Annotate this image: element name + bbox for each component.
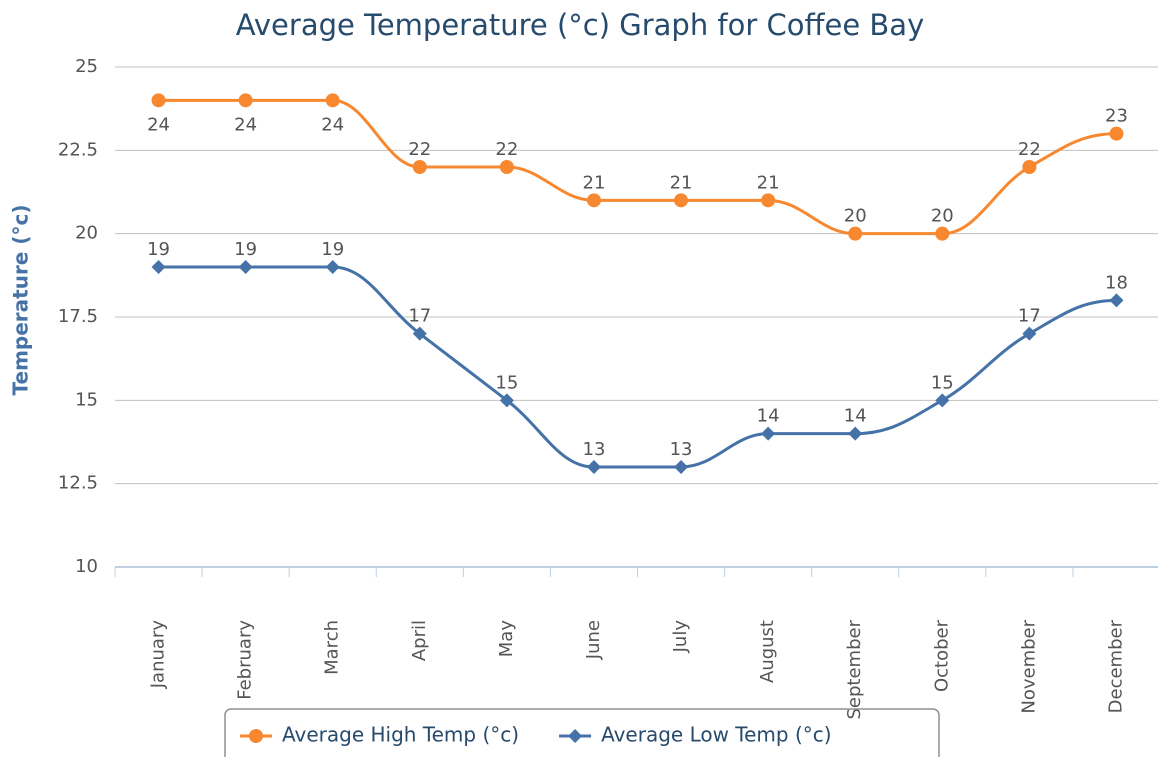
data-label: 20 bbox=[931, 206, 954, 227]
y-tick-label: 25 bbox=[75, 56, 98, 77]
data-label: 23 bbox=[1105, 106, 1128, 127]
marker bbox=[1109, 126, 1124, 141]
x-tick-label: February bbox=[235, 620, 256, 700]
y-tick-label: 12.5 bbox=[58, 473, 98, 494]
x-tick-label: November bbox=[1018, 619, 1039, 713]
marker bbox=[935, 226, 950, 241]
x-tick-label: April bbox=[409, 620, 430, 661]
x-tick-label: September bbox=[844, 619, 865, 719]
data-label: 22 bbox=[408, 139, 431, 160]
data-label: 20 bbox=[844, 206, 867, 227]
marker bbox=[151, 93, 166, 108]
x-tick-label: October bbox=[931, 619, 952, 692]
y-tick-label: 10 bbox=[75, 556, 98, 577]
data-label: 18 bbox=[1105, 272, 1128, 293]
marker bbox=[761, 193, 776, 208]
data-label: 22 bbox=[1018, 139, 1041, 160]
x-tick-label: August bbox=[757, 620, 778, 683]
legend-box bbox=[224, 708, 940, 757]
marker bbox=[249, 729, 263, 743]
legend-label: Average Low Temp (°c) bbox=[601, 723, 832, 747]
data-label: 13 bbox=[583, 439, 606, 460]
data-label: 19 bbox=[321, 239, 344, 260]
data-label: 24 bbox=[234, 114, 257, 135]
data-label: 21 bbox=[583, 172, 606, 193]
marker bbox=[499, 393, 514, 408]
x-tick-label: July bbox=[670, 620, 691, 654]
data-label: 24 bbox=[321, 114, 344, 135]
marker bbox=[848, 426, 863, 441]
data-label: 17 bbox=[408, 306, 431, 327]
marker bbox=[151, 260, 166, 274]
series-line bbox=[158, 98, 1117, 236]
data-label: 21 bbox=[757, 172, 780, 193]
marker bbox=[848, 226, 863, 241]
marker bbox=[1022, 160, 1037, 174]
data-label: 21 bbox=[670, 172, 693, 193]
x-tick-label: January bbox=[148, 620, 169, 690]
marker bbox=[412, 326, 427, 341]
data-label: 15 bbox=[495, 372, 518, 393]
marker bbox=[412, 160, 427, 174]
marker bbox=[935, 393, 950, 408]
data-label: 22 bbox=[495, 139, 518, 160]
data-label: 17 bbox=[1018, 306, 1041, 327]
data-label: 14 bbox=[844, 406, 867, 427]
x-tick-label: December bbox=[1105, 619, 1126, 713]
marker bbox=[674, 460, 689, 474]
marker bbox=[325, 260, 340, 274]
x-tick-label: June bbox=[583, 620, 604, 660]
data-label: 14 bbox=[757, 406, 780, 427]
y-tick-label: 20 bbox=[75, 223, 98, 244]
y-tick-label: 15 bbox=[75, 389, 98, 410]
marker bbox=[238, 93, 253, 108]
data-label: 24 bbox=[147, 114, 170, 135]
data-label: 15 bbox=[931, 372, 954, 393]
y-tick-label: 22.5 bbox=[58, 139, 98, 160]
marker bbox=[1022, 326, 1037, 341]
chart-title: Average Temperature (°c) Graph for Coffe… bbox=[236, 8, 924, 42]
marker bbox=[238, 260, 253, 274]
marker bbox=[568, 729, 583, 743]
y-axis-title: Temperature (°c) bbox=[9, 205, 33, 396]
legend-label: Average High Temp (°c) bbox=[282, 723, 519, 747]
y-tick-label: 17.5 bbox=[58, 306, 98, 327]
marker bbox=[586, 460, 601, 474]
marker bbox=[499, 160, 514, 174]
marker bbox=[674, 193, 689, 208]
data-label: 13 bbox=[670, 439, 693, 460]
marker bbox=[586, 193, 601, 208]
marker bbox=[1109, 293, 1124, 308]
data-label: 19 bbox=[234, 239, 257, 260]
series-line bbox=[158, 265, 1117, 469]
marker bbox=[761, 426, 776, 441]
x-tick-label: May bbox=[496, 620, 517, 658]
x-tick-label: March bbox=[322, 620, 343, 675]
marker bbox=[325, 93, 340, 108]
data-label: 19 bbox=[147, 239, 170, 260]
